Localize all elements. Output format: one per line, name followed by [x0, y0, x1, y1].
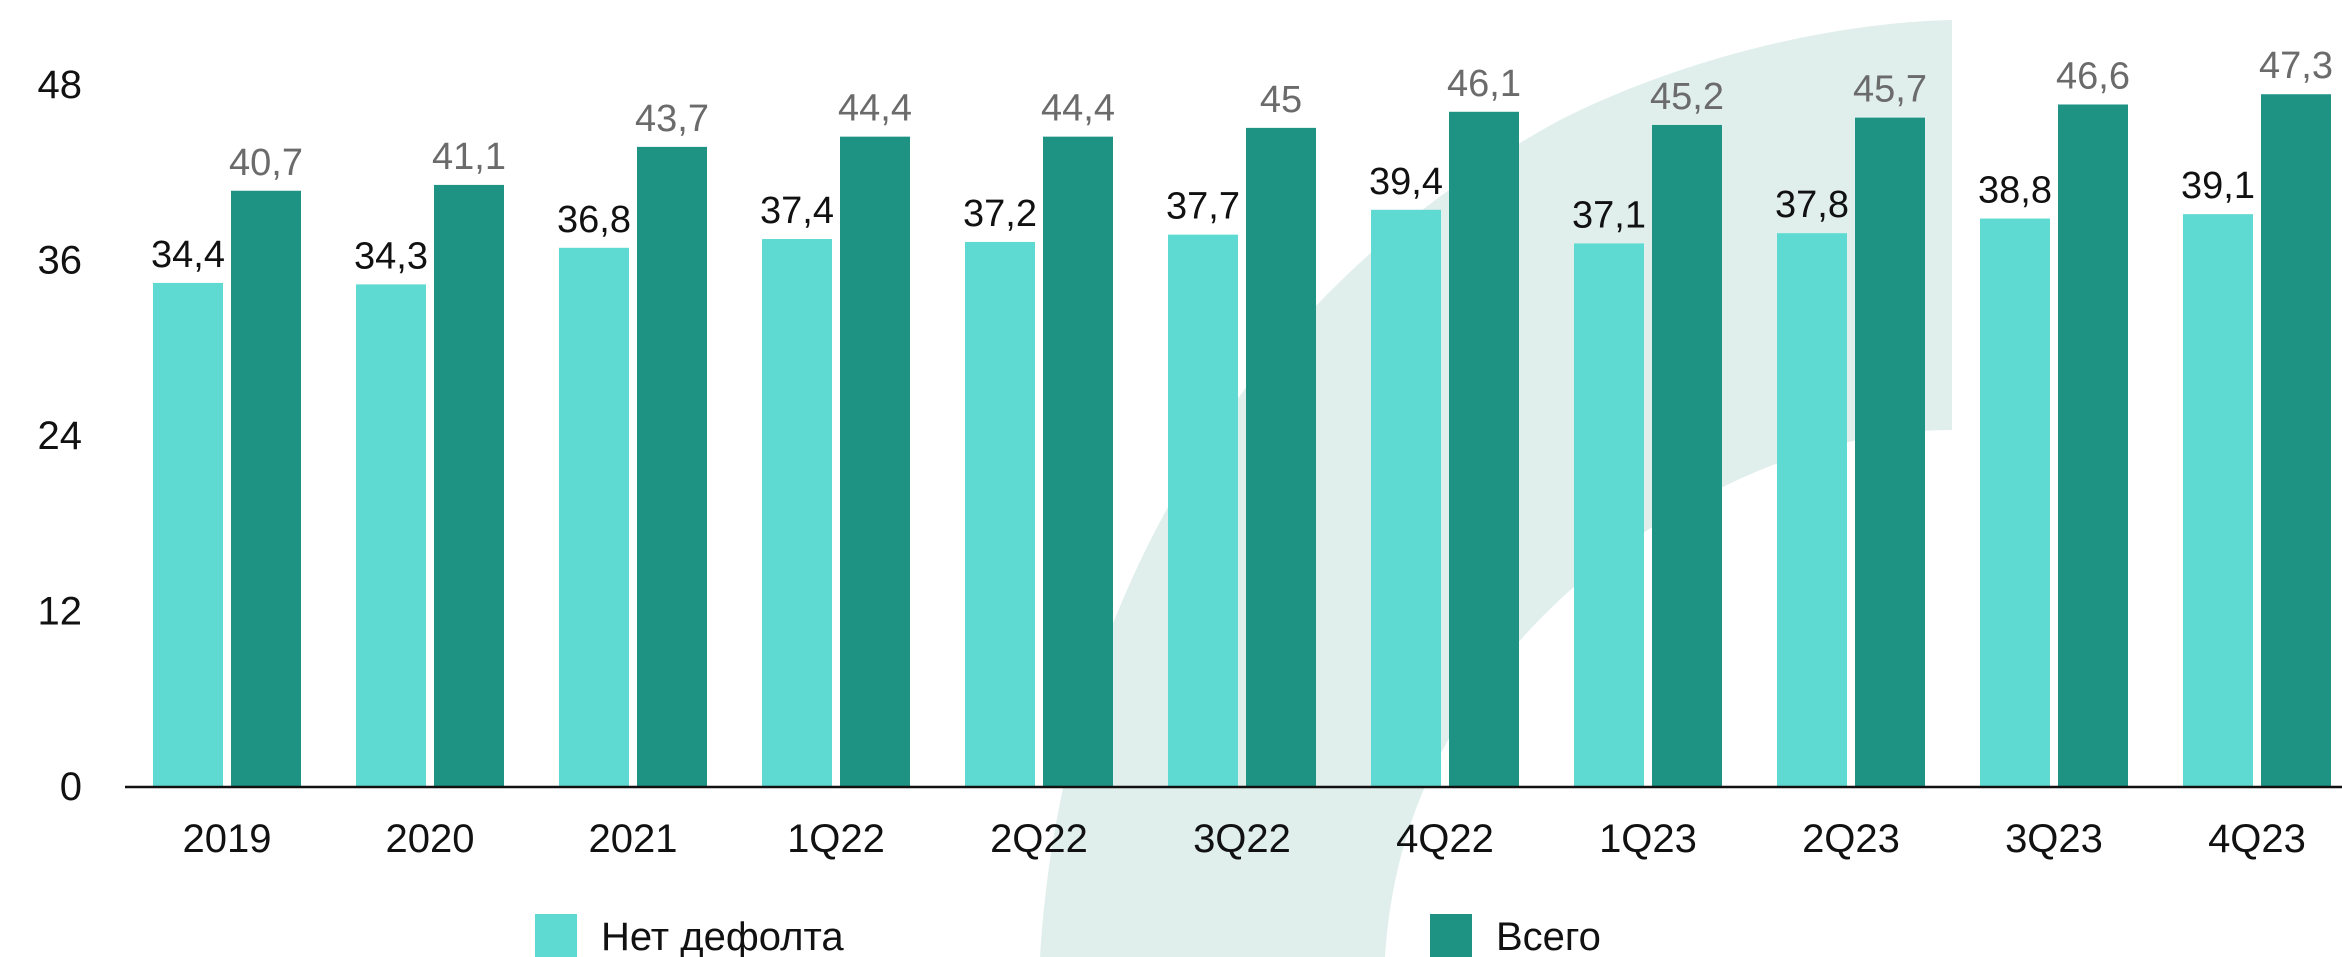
data-label: 36,8: [557, 199, 631, 241]
bar-total: [1246, 127, 1316, 786]
data-label: 38,8: [1978, 170, 2052, 212]
data-label: 37,8: [1775, 184, 1849, 226]
bar-no-default: [1777, 233, 1847, 787]
y-tick-label: 36: [38, 239, 83, 283]
data-label: 46,1: [1447, 63, 1521, 105]
x-category-label: 1Q22: [787, 817, 885, 861]
y-axis: 0 12 24 36 48: [38, 63, 83, 809]
bar-total: [637, 146, 707, 786]
bar-total: [2261, 94, 2331, 787]
x-category-label: 4Q22: [1396, 817, 1494, 861]
bars-group: 34,4 40,7 34,3 41,1 36,8 43,7 37,4 44,4 37,2 44,4…: [151, 45, 2333, 787]
bar-no-default: [1371, 209, 1441, 786]
legend-swatch: [535, 914, 577, 957]
x-category-label: 1Q23: [1599, 817, 1697, 861]
bar-no-default: [559, 247, 629, 787]
bar-no-default: [1574, 243, 1644, 787]
data-label: 43,7: [635, 98, 709, 140]
data-label: 44,4: [1041, 88, 1115, 130]
data-label: 37,4: [760, 190, 834, 232]
y-tick-label: 48: [38, 63, 83, 107]
bar-total: [231, 190, 301, 786]
bar-total: [840, 136, 910, 786]
bar-no-default: [356, 284, 426, 786]
data-label: 45,7: [1853, 69, 1927, 111]
y-tick-label: 12: [38, 590, 83, 634]
x-category-label: 2Q22: [990, 817, 1088, 861]
legend-swatch: [1430, 914, 1472, 957]
bar-total: [2058, 104, 2128, 787]
bar-no-default: [2183, 214, 2253, 787]
bar-total: [434, 184, 504, 787]
x-category-label: 3Q22: [1193, 817, 1291, 861]
x-axis: 2019 2020 2021 1Q22 2Q22 3Q22 4Q22 1Q23 2Q23 3Q23…: [183, 817, 2306, 861]
x-category-label: 3Q23: [2005, 817, 2103, 861]
bar-no-default: [1168, 234, 1238, 786]
legend: Нет дефолта Всего: [535, 914, 1601, 957]
data-label: 34,4: [151, 234, 225, 276]
data-label: 45,2: [1650, 76, 1724, 118]
bar-total: [1449, 111, 1519, 787]
bar-no-default: [153, 282, 223, 786]
data-label: 37,1: [1572, 194, 1646, 236]
x-category-label: 2020: [386, 817, 475, 861]
data-label: 34,3: [354, 235, 428, 277]
data-label: 40,7: [229, 142, 303, 184]
x-category-label: 4Q23: [2208, 817, 2306, 861]
bar-total: [1855, 117, 1925, 786]
data-label: 37,7: [1166, 186, 1240, 228]
x-category-label: 2019: [183, 817, 272, 861]
bar-no-default: [965, 241, 1035, 786]
data-label: 47,3: [2259, 45, 2333, 87]
data-label: 39,1: [2181, 165, 2255, 207]
y-tick-label: 24: [38, 414, 83, 458]
bar-no-default: [1980, 218, 2050, 787]
bar-total: [1652, 124, 1722, 786]
legend-label: Нет дефолта: [601, 915, 844, 957]
legend-label: Всего: [1496, 915, 1601, 957]
bar-no-default: [762, 239, 832, 786]
data-label: 37,2: [963, 193, 1037, 235]
x-category-label: 2021: [589, 817, 678, 861]
x-category-label: 2Q23: [1802, 817, 1900, 861]
data-label: 41,1: [432, 136, 506, 178]
y-tick-label: 0: [60, 765, 82, 809]
data-label: 44,4: [838, 88, 912, 130]
data-label: 46,6: [2056, 55, 2130, 97]
data-label: 39,4: [1369, 161, 1443, 203]
data-label: 45: [1260, 79, 1302, 121]
bar-total: [1043, 136, 1113, 786]
